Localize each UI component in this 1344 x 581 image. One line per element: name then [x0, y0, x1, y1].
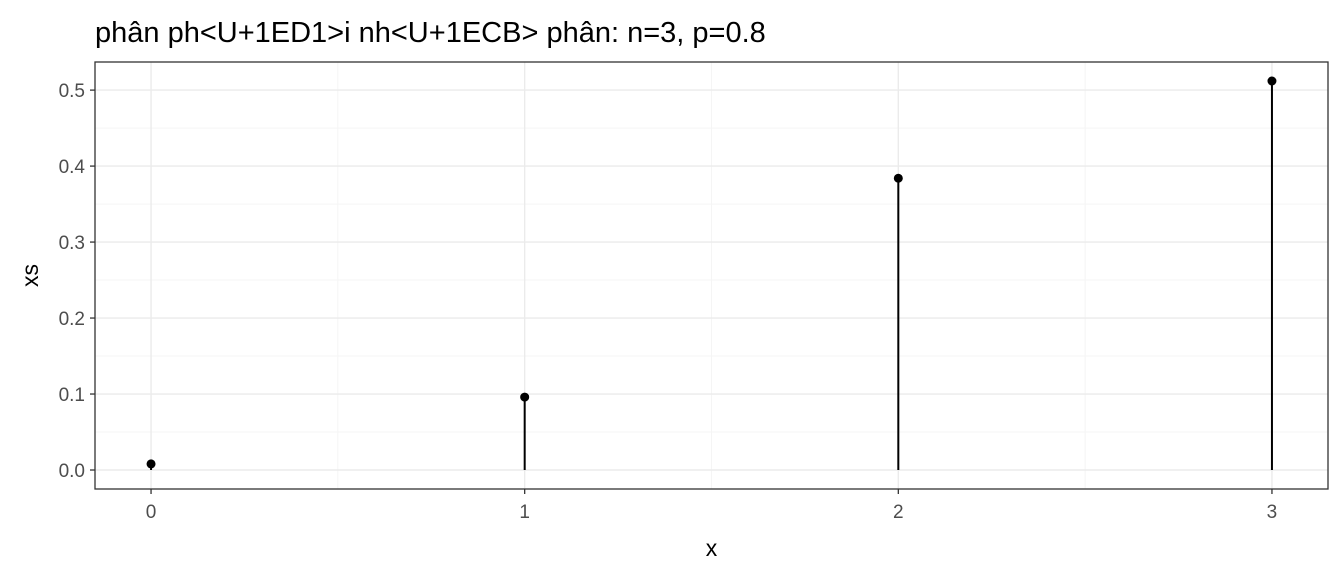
panel-border	[94, 61, 1329, 490]
data-point	[520, 392, 530, 402]
chart-title: phân ph<U+1ED1>i nh<U+1ECB> phân: n=3, p…	[95, 17, 766, 49]
y-tick-label: 0.4	[59, 157, 86, 178]
x-tick-label: 3	[1267, 502, 1278, 523]
stems	[150, 80, 1273, 471]
x-tick-label: 1	[519, 502, 530, 523]
x-axis: 0 1 2 3	[146, 489, 1277, 523]
y-tick-label: 0.0	[59, 461, 85, 482]
x-tick-label: 2	[893, 502, 904, 523]
y-tick-label: 0.1	[59, 385, 85, 406]
y-axis-title: xs	[17, 264, 43, 287]
data-point	[893, 173, 903, 183]
points	[146, 76, 1277, 469]
grid-minor	[95, 62, 1328, 489]
data-point	[1267, 76, 1277, 86]
data-point	[146, 459, 156, 469]
x-axis-title: x	[706, 535, 718, 561]
y-axis: 0.0 0.1 0.2 0.3 0.4 0.5	[59, 81, 95, 482]
y-tick-label: 0.2	[59, 309, 85, 330]
y-tick-label: 0.5	[59, 81, 85, 102]
x-tick-label: 0	[146, 502, 157, 523]
y-tick-label: 0.3	[59, 233, 85, 254]
